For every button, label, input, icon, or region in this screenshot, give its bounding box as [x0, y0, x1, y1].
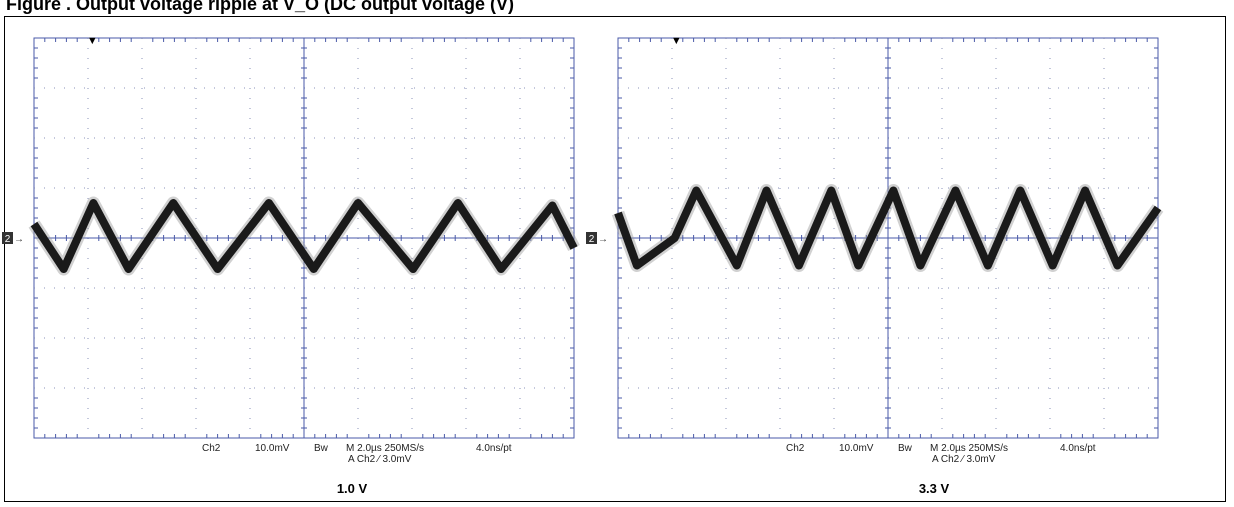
figure-title: Figure . Output voltage ripple at V_O (D…	[6, 0, 515, 14]
status-volts-per-div-1: 10.0mV	[255, 443, 290, 454]
trigger-marker-2: ▼	[671, 35, 682, 47]
status-channel-1: Ch2	[202, 443, 221, 454]
status-bandwidth-2: Bw	[898, 443, 913, 454]
ripple-trace-1	[30, 199, 578, 273]
panel-label-2: 3.3 V	[918, 481, 950, 496]
status-volts-per-div-2: 10.0mV	[839, 443, 874, 454]
channel-marker-box-2	[586, 232, 597, 244]
scope-graticule-1	[33, 37, 575, 439]
channel-marker-1: 2	[5, 234, 11, 245]
channel-marker-box-1	[2, 232, 13, 244]
status-bandwidth-1: Bw	[314, 443, 329, 454]
channel-arrow-1: →	[14, 234, 24, 245]
ripple-trace-2	[614, 186, 1162, 270]
status-trigger-2: A Ch2 ⁄ 3.0mV	[932, 454, 996, 465]
channel-arrow-2: →	[598, 234, 608, 245]
status-resolution-2: 4.0ns/pt	[1060, 443, 1096, 454]
status-channel-2: Ch2	[786, 443, 805, 454]
status-trigger-1: A Ch2 ⁄ 3.0mV	[348, 454, 412, 465]
status-timebase-1: M 2.0µs 250MS/s	[346, 443, 424, 454]
panel-label-1: 1.0 V	[336, 481, 368, 496]
scope-panel-2: ▼ 2 → Ch2 10.0mV Bw M 2.0µs 250MS/s A Ch…	[586, 35, 1164, 465]
status-timebase-2: M 2.0µs 250MS/s	[930, 443, 1008, 454]
status-resolution-1: 4.0ns/pt	[476, 443, 512, 454]
channel-marker-2: 2	[589, 234, 595, 245]
trigger-marker-1: ▼	[87, 35, 98, 47]
scope-graticule-2	[617, 37, 1159, 439]
scope-panel-1: ▼ 2 → Ch2 10.0mV Bw M 2.0µs 250MS/s A Ch…	[2, 35, 580, 465]
